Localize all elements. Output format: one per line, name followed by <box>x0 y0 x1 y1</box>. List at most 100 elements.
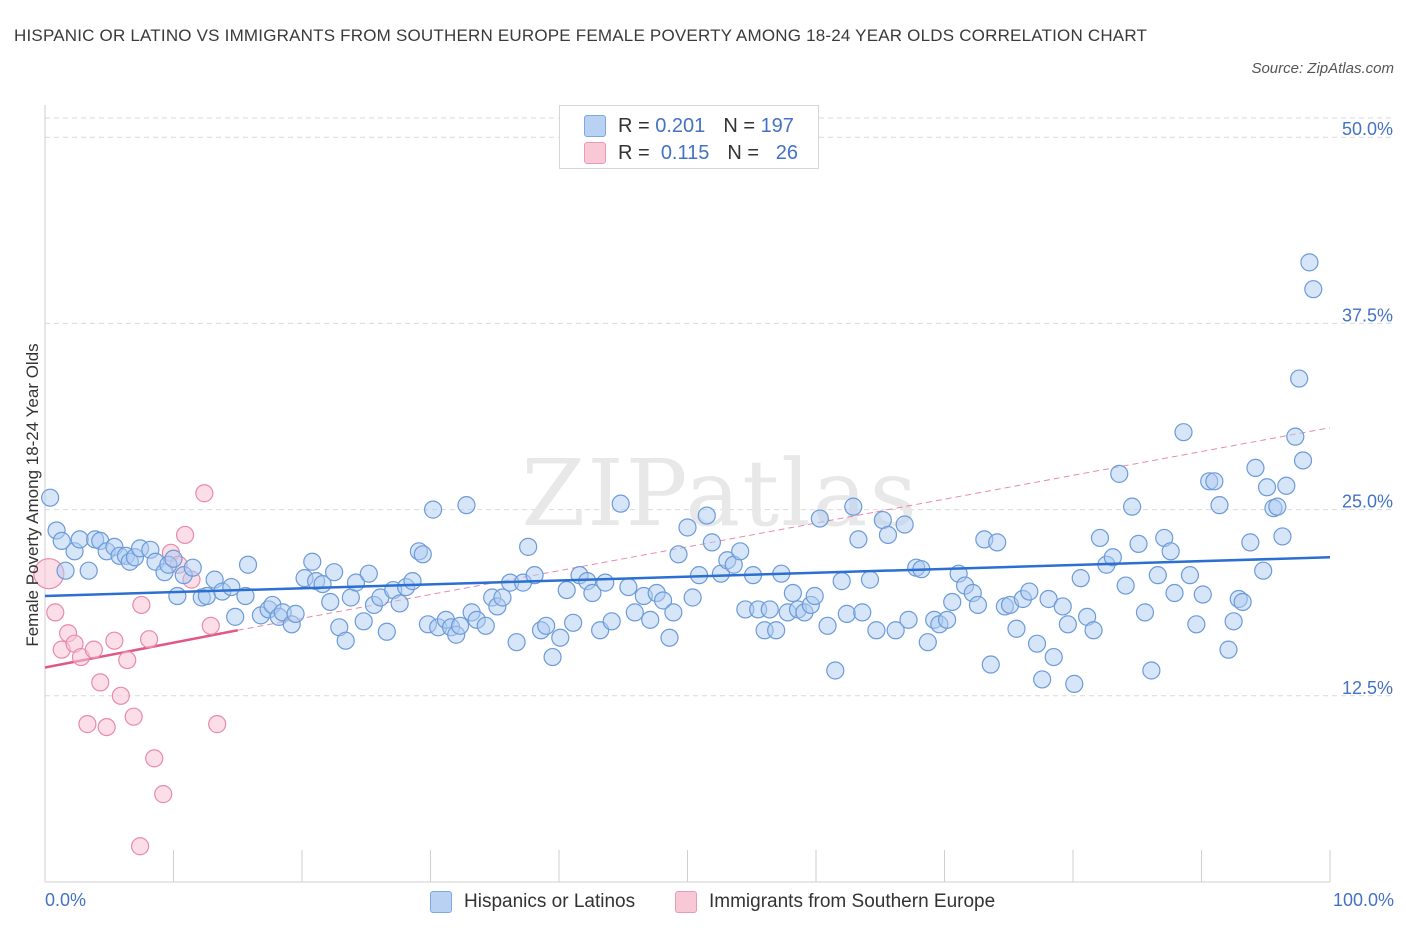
data-point-hispanics <box>702 533 722 552</box>
data-point-hispanics <box>886 621 905 640</box>
data-point-hispanics <box>52 531 71 550</box>
data-point-hispanics <box>1224 612 1243 631</box>
y-tick-label: 12.5% <box>1342 678 1393 698</box>
data-point-hispanics <box>1103 548 1122 567</box>
data-point-hispanics <box>1257 478 1277 497</box>
data-point-immigrants <box>78 715 97 734</box>
data-point-hispanics <box>525 566 544 585</box>
data-point-hispanics <box>450 616 470 635</box>
y-tick-label: 25.0% <box>1342 492 1393 512</box>
data-point-hispanics <box>988 533 1007 552</box>
legend-n-value: 26 <box>775 141 798 164</box>
data-point-hispanics <box>1210 496 1229 515</box>
data-point-hispanics <box>641 610 660 629</box>
data-point-hispanics <box>1020 582 1039 601</box>
data-point-hispanics <box>1135 603 1155 622</box>
data-point-immigrants <box>154 785 173 804</box>
data-point-immigrants <box>201 616 220 635</box>
data-point-hispanics <box>413 545 432 564</box>
data-point-hispanics <box>1044 647 1063 667</box>
data-point-hispanics <box>697 506 716 525</box>
data-point-hispanics <box>583 583 602 603</box>
correlation-legend: R = 0.201 N = 197 R = 0.115 N = 26 <box>559 105 819 169</box>
data-point-hispanics <box>423 500 443 519</box>
legend-row-immigrants: R = 0.115 N = 26 <box>584 141 798 165</box>
data-point-immigrants <box>97 717 116 737</box>
data-point-hispanics <box>1148 566 1167 585</box>
data-point-hispanics <box>660 628 679 647</box>
data-point-hispanics <box>303 552 322 571</box>
y-tick-label: 50.0% <box>1342 119 1393 139</box>
data-point-hispanics <box>1033 670 1052 689</box>
data-point-hispanics <box>238 555 258 574</box>
legend-r-label: R = <box>618 141 650 164</box>
legend-n-value: 197 <box>760 114 794 137</box>
data-point-hispanics <box>1090 528 1110 548</box>
grid-lines <box>45 117 1395 697</box>
data-point-hispanics <box>1254 561 1273 580</box>
data-point-hispanics <box>653 591 673 610</box>
data-point-hispanics <box>860 570 880 589</box>
data-point-hispanics <box>1071 569 1090 588</box>
data-point-hispanics <box>1286 427 1305 446</box>
legend-swatch-pink <box>584 142 606 164</box>
data-point-hispanics <box>168 586 187 606</box>
data-point-hispanics <box>625 603 644 622</box>
data-point-hispanics <box>537 616 556 635</box>
data-point-hispanics <box>968 595 988 615</box>
data-point-hispanics <box>1268 497 1287 516</box>
data-point-hispanics <box>41 488 60 507</box>
data-point-hispanics <box>1053 597 1072 616</box>
legend-r-value: 0.115 <box>660 141 710 164</box>
data-point-hispanics <box>1058 615 1077 634</box>
data-point-hispanics <box>377 622 396 641</box>
data-point-hispanics <box>1161 542 1180 561</box>
data-point-hispanics <box>1219 640 1238 659</box>
data-point-hispanics <box>1165 583 1184 603</box>
data-point-hispanics <box>805 586 824 606</box>
legend-row-hispanics: R = 0.201 N = 197 <box>584 114 794 138</box>
data-point-hispanics <box>1039 589 1058 609</box>
data-point-hispanics <box>1084 621 1103 640</box>
data-point-hispanics <box>1246 458 1265 478</box>
data-point-hispanics <box>664 603 683 622</box>
y-tick-label: 37.5% <box>1342 305 1393 325</box>
data-point-hispanics <box>551 628 570 647</box>
data-point-hispanics <box>493 588 512 607</box>
bottom-legend-label: Immigrants from Southern Europe <box>709 891 996 912</box>
data-point-hispanics <box>79 561 98 580</box>
data-point-immigrants <box>124 707 143 726</box>
y-axis-label: Female Poverty Among 18-24 Year Olds <box>23 343 42 647</box>
data-point-hispanics <box>853 603 872 622</box>
data-point-hispanics <box>1304 280 1323 299</box>
data-point-hispanics <box>164 549 183 568</box>
data-point-hispanics <box>783 583 802 603</box>
legend-r-value: 0.201 <box>655 114 706 137</box>
data-point-hispanics <box>56 561 75 580</box>
series-immigrants-southern-europe <box>33 484 227 856</box>
data-point-immigrants <box>84 640 103 659</box>
data-point-hispanics <box>683 588 702 607</box>
trend-line-immigrants-extended <box>237 427 1331 631</box>
legend-swatch-blue <box>584 115 606 137</box>
data-point-hispanics <box>354 612 373 631</box>
data-point-immigrants <box>175 525 195 545</box>
data-point-hispanics <box>226 607 245 626</box>
data-point-hispanics <box>1187 615 1206 634</box>
data-point-immigrants <box>105 631 124 650</box>
chart-title: HISPANIC OR LATINO VS IMMIGRANTS FROM SO… <box>14 26 1148 45</box>
data-point-hispanics <box>837 604 856 623</box>
data-point-hispanics <box>1027 634 1047 653</box>
data-point-hispanics <box>844 497 863 516</box>
data-point-hispanics <box>403 572 422 591</box>
data-point-hispanics <box>1174 423 1193 442</box>
data-point-hispanics <box>1293 451 1313 470</box>
data-point-hispanics <box>543 647 562 667</box>
bottom-legend-label: Hispanics or Latinos <box>464 891 636 912</box>
data-point-hispanics <box>596 573 615 592</box>
data-point-hispanics <box>1233 592 1252 612</box>
data-point-immigrants <box>195 484 214 503</box>
data-point-hispanics <box>1273 527 1292 546</box>
data-point-hispanics <box>943 592 962 612</box>
